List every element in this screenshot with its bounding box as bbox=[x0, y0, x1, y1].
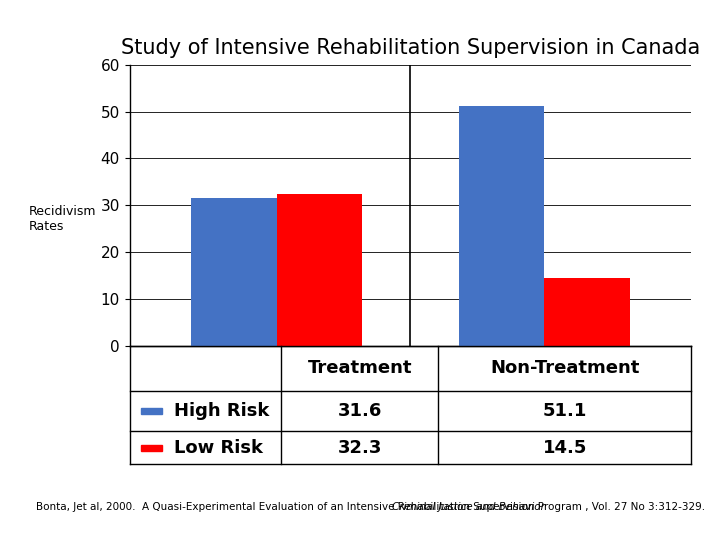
Text: 14.5: 14.5 bbox=[543, 439, 587, 457]
Text: Recidivism
Rates: Recidivism Rates bbox=[29, 205, 96, 233]
Text: 31.6: 31.6 bbox=[338, 402, 382, 420]
Bar bbox=[191, 198, 276, 346]
Text: Treatment: Treatment bbox=[307, 359, 412, 377]
Text: 51.1: 51.1 bbox=[543, 402, 587, 420]
Bar bbox=[276, 194, 362, 346]
Bar bbox=[459, 106, 544, 346]
Title: Study of Intensive Rehabilitation Supervision in Canada: Study of Intensive Rehabilitation Superv… bbox=[121, 38, 700, 58]
Bar bbox=[141, 444, 163, 451]
Bar bbox=[544, 278, 630, 346]
Text: Bonta, Jet al, 2000.  A Quasi-Experimental Evaluation of an Intensive Rehabilita: Bonta, Jet al, 2000. A Quasi-Experimenta… bbox=[36, 502, 711, 512]
Bar bbox=[141, 408, 163, 414]
Text: High Risk: High Risk bbox=[174, 402, 269, 420]
Text: Low Risk: Low Risk bbox=[174, 439, 263, 457]
Text: Criminal Justice and Behavior: Criminal Justice and Behavior bbox=[392, 502, 544, 512]
Text: 32.3: 32.3 bbox=[338, 439, 382, 457]
Text: Non-Treatment: Non-Treatment bbox=[490, 359, 639, 377]
